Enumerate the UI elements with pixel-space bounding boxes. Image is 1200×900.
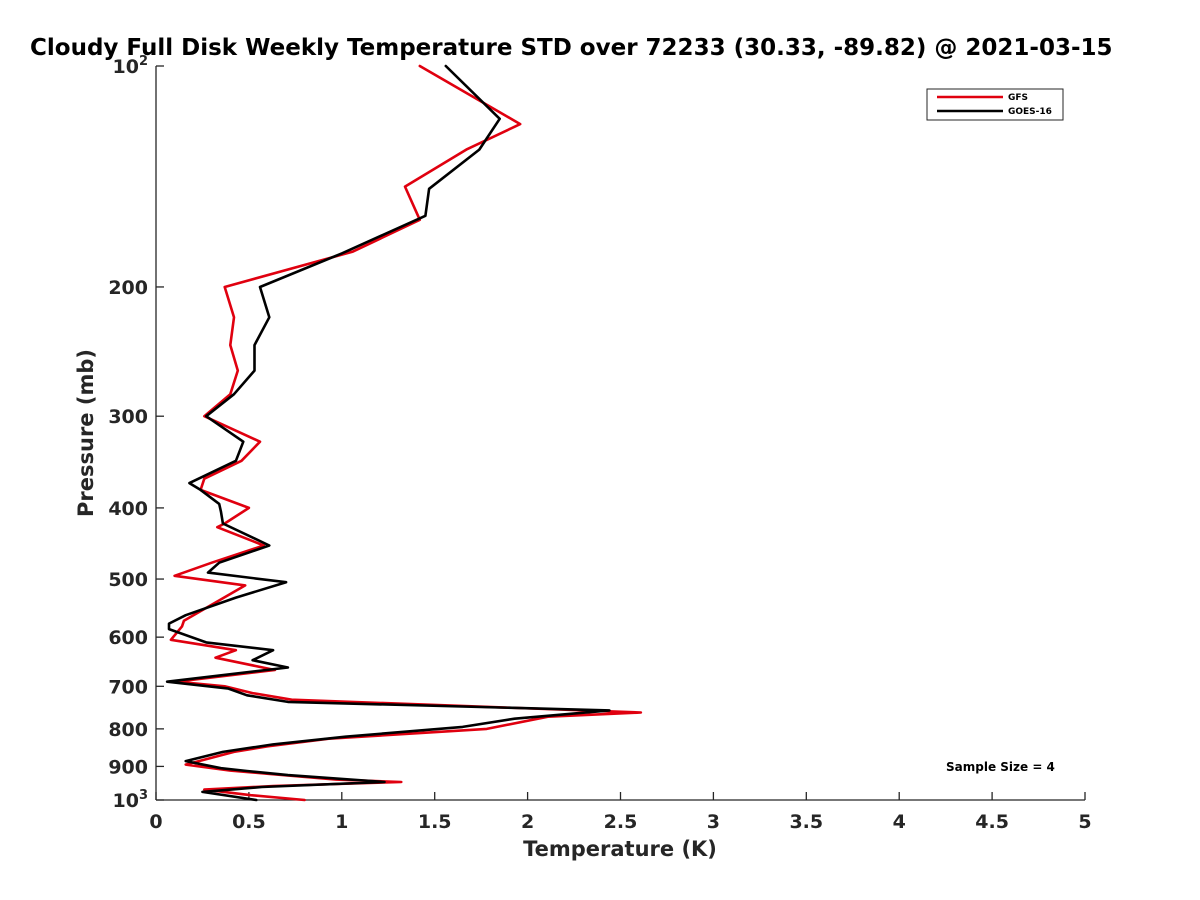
y-tick-label: 200 [108,277,148,299]
y-tick-label: 300 [108,406,148,428]
y-tick-label: 900 [108,756,148,778]
legend: GFS GOES-16 [926,88,1064,121]
x-tick-label: 3.5 [789,811,823,833]
x-tick-label: 1 [335,811,348,833]
axes [155,66,1085,801]
x-tick-label: 2.5 [604,811,638,833]
y-axis-label: Pressure (mb) [74,349,98,517]
legend-box [926,88,1064,121]
y-tick-label: 700 [108,676,148,698]
sample-size-annotation: Sample Size = 4 [946,760,1055,774]
x-axis-label: Temperature (K) [523,837,717,861]
legend-label-goes-16: GOES-16 [1008,107,1052,117]
x-tick-label: 1.5 [418,811,452,833]
x-tick-label: 5 [1078,811,1091,833]
x-tick-label: 4 [893,811,906,833]
series-line-goes-16 [165,64,611,802]
series-group [165,64,643,802]
y-tick-label: 500 [108,569,148,591]
y-tick-label: 102 [113,54,149,78]
y-ticks: 102 200 300 400 500 600 700 800 900 103 [108,54,164,812]
x-tick-label: 4.5 [975,811,1009,833]
y-tick-label: 800 [108,719,148,741]
y-tick-label: 400 [108,498,148,520]
y-tick-label: 600 [108,627,148,649]
y-tick-label: 103 [113,788,149,812]
legend-label-gfs: GFS [1008,93,1028,103]
x-ticks: 0 0.5 1 1.5 2 2.5 3 3.5 4 4.5 5 [149,792,1092,833]
x-tick-label: 3 [707,811,720,833]
chart-title: Cloudy Full Disk Weekly Temperature STD … [30,35,1113,61]
x-tick-label: 2 [521,811,534,833]
x-tick-label: 0 [149,811,162,833]
series-line-gfs [169,64,643,802]
x-tick-label: 0.5 [232,811,266,833]
